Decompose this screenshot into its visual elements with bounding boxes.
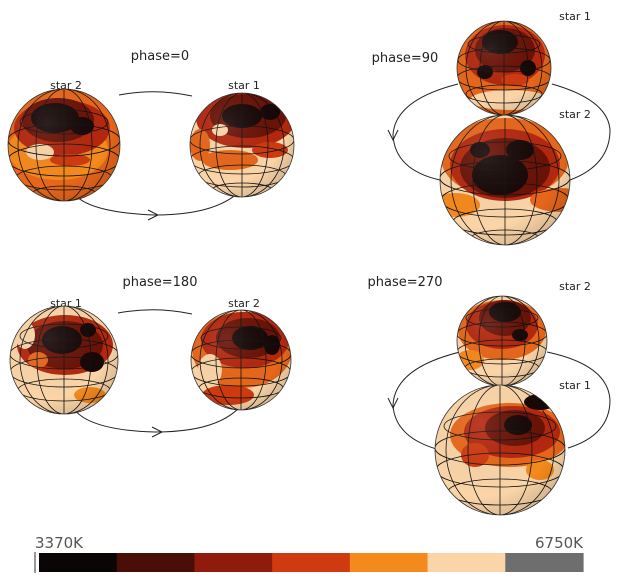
star-sphere [7,88,121,202]
orbit-ellipse [392,351,611,451]
colorbar-segment [39,553,118,572]
colorbar-segment [194,553,273,572]
star-sphere [190,309,292,411]
phase-label: phase=90 [372,51,439,66]
star-label: star 1 [559,379,591,392]
phase-label: phase=180 [123,275,198,290]
colorbar-min-label: 3370K [35,534,84,552]
star-label: star 2 [559,108,591,121]
phase-label: phase=0 [131,49,189,64]
colorbar-segment [505,553,584,572]
star-sphere [456,295,548,387]
panel-phase-90: phase=90 star 1 [372,10,611,246]
colorbar-max-label: 6750K [535,534,584,552]
star-sphere [434,384,566,516]
orbit-ellipse [392,83,611,181]
orbit-ellipse [69,309,249,433]
star-sphere [439,114,571,246]
orbit-arrow-icon [387,397,399,410]
colorbar-segment [427,553,506,572]
star-sphere [189,92,295,198]
colorbar-segment [116,553,196,572]
star-label: star 1 [559,10,591,23]
orbit-arrow-icon [387,129,399,142]
orbit-arrow-icon [151,426,164,438]
star-label: star 2 [559,280,591,293]
star-sphere [456,20,552,116]
star-label: star 2 [50,79,82,92]
star-sphere [9,305,119,415]
orbit-arrow-icon [147,209,160,221]
colorbar-segment [272,553,351,572]
temperature-colorbar: 3370K 6750K [34,534,584,573]
colorbar-segment [349,553,429,572]
phase-label: phase=270 [368,275,443,290]
orbit-ellipse [69,91,251,216]
star-label: star 1 [228,79,260,92]
star-label: star 2 [228,297,260,310]
panel-phase-270: phase=270 star 2 [368,275,611,516]
panel-phase-180: phase=180 star 1 [9,275,292,438]
panel-phase-0: phase=0 star 2 [7,49,295,221]
